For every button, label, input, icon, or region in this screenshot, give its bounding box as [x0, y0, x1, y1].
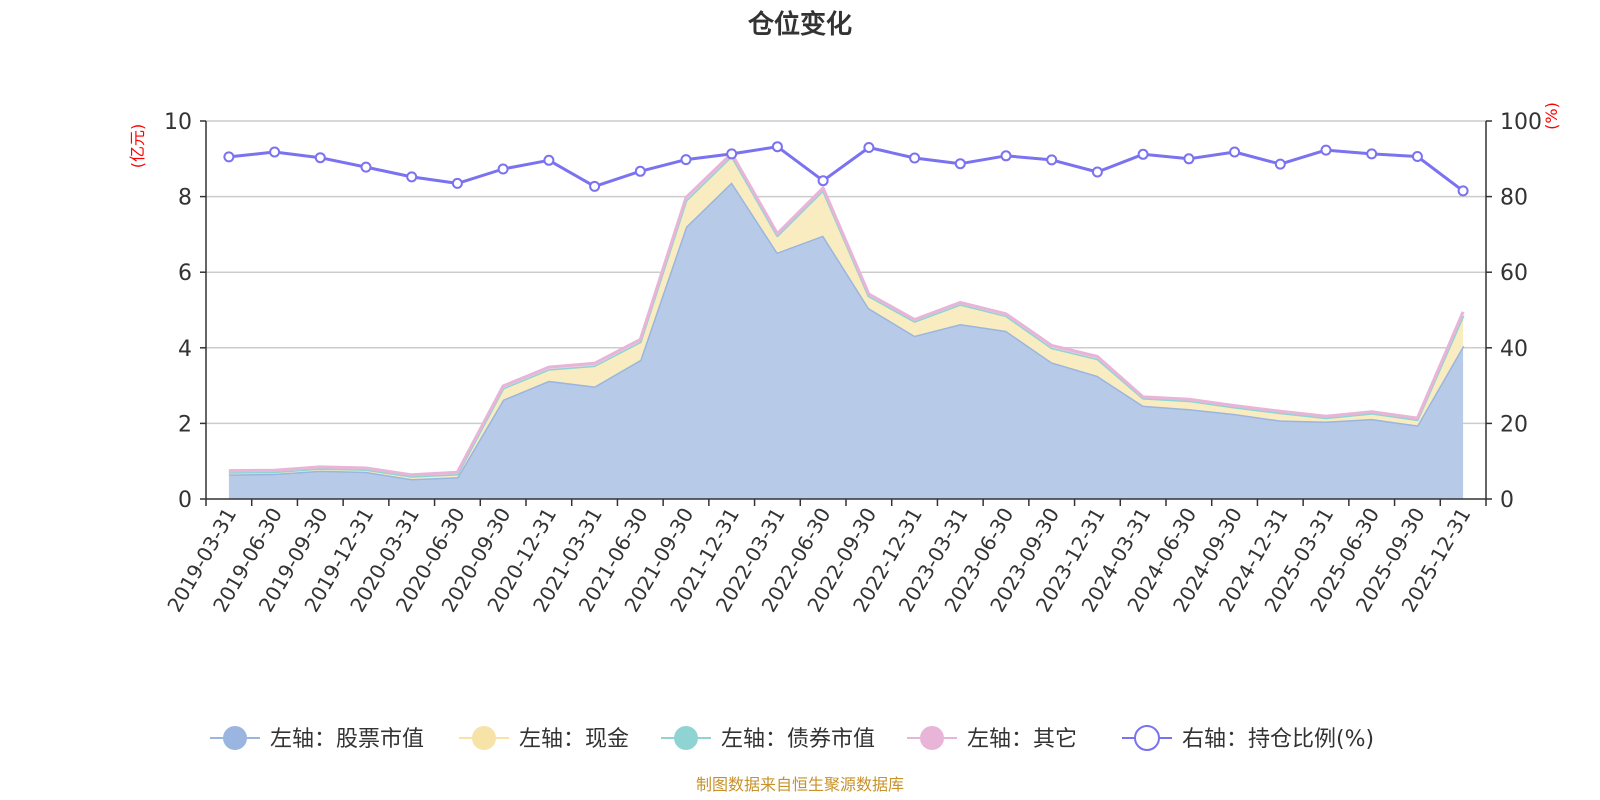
- ratio-point: [771, 141, 783, 153]
- left-axis-unit: (亿元): [128, 124, 147, 169]
- legend: 左轴：股票市值 左轴：现金 左轴：债券市值 左轴：其它 右轴：持仓比例(%): [210, 725, 1374, 752]
- ratio-point: [634, 165, 646, 177]
- legend-marker: [1134, 725, 1160, 751]
- legend-marker: [472, 726, 496, 750]
- right-tick-label: 0: [1500, 488, 1514, 513]
- left-tick-label: 4: [178, 337, 192, 362]
- ratio-line-series: [223, 141, 1469, 197]
- ratio-point: [863, 142, 875, 153]
- ratio-line: [228, 145, 1465, 193]
- ratio-point: [269, 146, 281, 158]
- ratio-point: [1000, 150, 1012, 162]
- legend-label: 左轴：其它: [967, 727, 1077, 752]
- ratio-point: [1320, 144, 1332, 156]
- left-tick-label: 2: [178, 412, 192, 437]
- ratio-point: [909, 152, 921, 164]
- data-source-note: 制图数据来自恒生聚源数据库: [696, 775, 904, 794]
- stacked-areas: [228, 152, 1465, 499]
- right-tick-label: 100: [1500, 110, 1542, 135]
- ratio-point: [680, 154, 692, 166]
- ratio-point: [497, 163, 509, 175]
- right-tick-label: 80: [1500, 186, 1528, 211]
- right-tick-label: 60: [1500, 261, 1528, 286]
- left-tick-label: 0: [178, 488, 192, 513]
- ratio-point: [223, 151, 235, 163]
- ratio-point: [954, 158, 966, 170]
- area-左轴：股票市值: [228, 182, 1464, 499]
- ratio-point: [1229, 146, 1241, 158]
- ratio-point: [314, 152, 326, 164]
- left-tick-label: 6: [178, 261, 192, 286]
- chart-title: 仓位变化: [747, 9, 852, 40]
- ratio-point: [1366, 148, 1378, 160]
- ratio-point: [451, 177, 463, 189]
- right-tick-label: 20: [1500, 412, 1528, 437]
- legend-marker: [920, 726, 944, 750]
- right-axis-unit: (%): [1542, 102, 1561, 130]
- ratio-point: [589, 180, 601, 192]
- ratio-point: [406, 171, 418, 183]
- right-tick-label: 40: [1500, 337, 1528, 362]
- ratio-point: [1274, 158, 1286, 170]
- ratio-point: [1183, 153, 1195, 165]
- ratio-point: [543, 154, 555, 166]
- ratio-point: [726, 148, 738, 160]
- ratio-point: [1046, 154, 1058, 166]
- ratio-point: [1457, 185, 1469, 197]
- legend-label: 右轴：持仓比例(%): [1182, 727, 1374, 752]
- legend-label: 左轴：股票市值: [270, 727, 424, 752]
- ratio-point: [1411, 151, 1423, 162]
- legend-label: 左轴：现金: [519, 727, 629, 752]
- legend-marker: [223, 726, 247, 750]
- ratio-point: [817, 175, 829, 187]
- legend-marker: [674, 726, 698, 750]
- left-tick-label: 10: [164, 110, 192, 135]
- area-line-左轴：其它: [228, 152, 1465, 477]
- legend-label: 左轴：债券市值: [721, 727, 875, 752]
- ratio-point: [1091, 166, 1103, 178]
- left-tick-label: 8: [178, 186, 192, 211]
- ratio-point: [1137, 148, 1149, 160]
- ratio-point: [360, 161, 372, 173]
